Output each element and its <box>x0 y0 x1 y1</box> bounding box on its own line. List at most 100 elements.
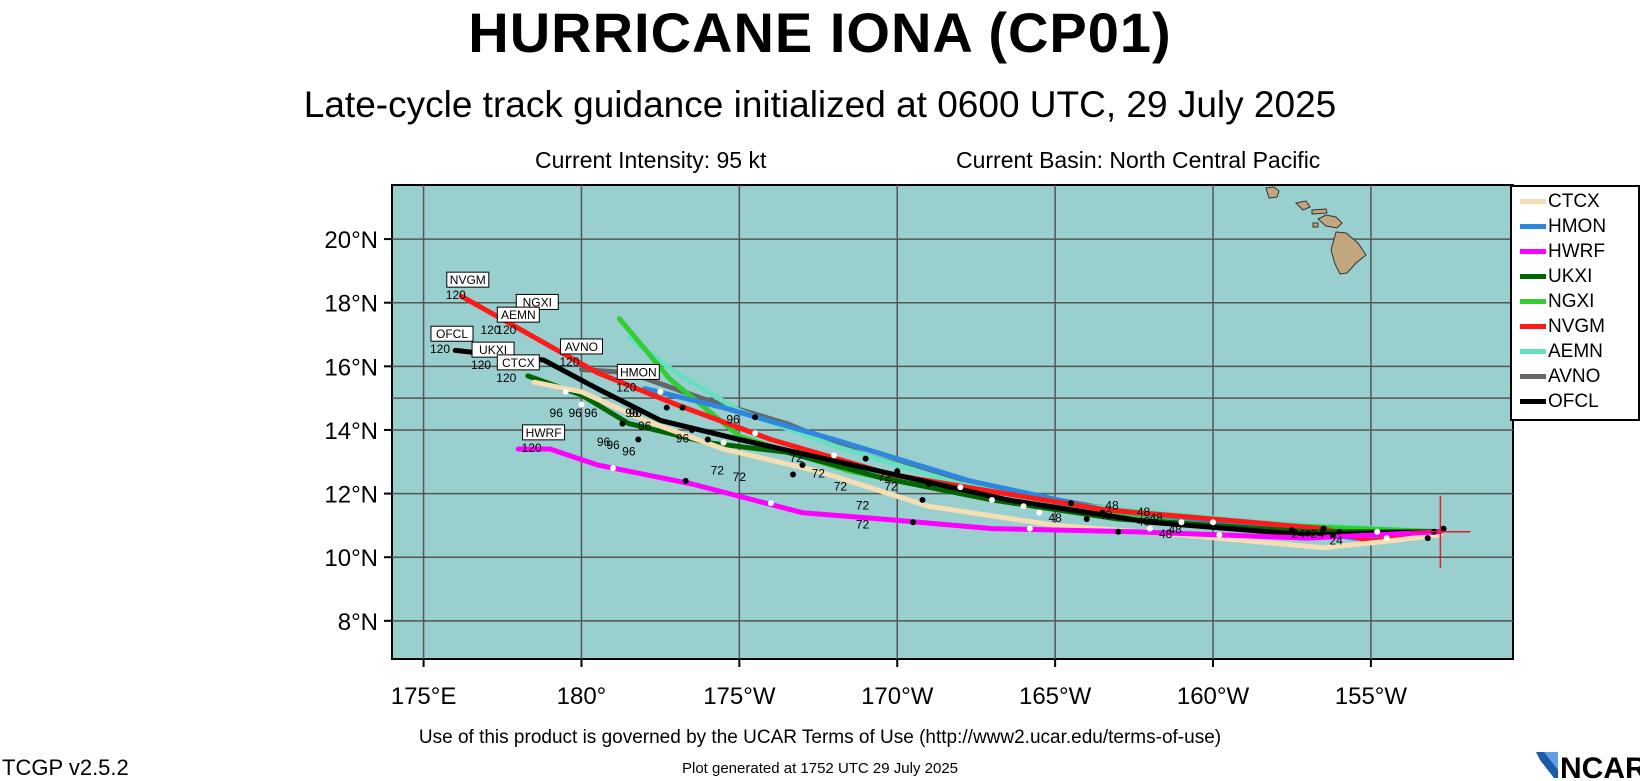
forecast-tracks <box>452 293 1443 551</box>
track-dot <box>1304 530 1311 537</box>
forecast-hour-label: 96 <box>606 438 620 452</box>
model-end-hour: 120 <box>481 323 501 337</box>
legend-swatch <box>1520 224 1546 229</box>
legend-item-ctcx: CTCX <box>1520 189 1638 214</box>
lon-tick-label: 170°W <box>861 683 934 710</box>
legend-label: UKXI <box>1548 265 1593 287</box>
model-end-hour: 120 <box>471 358 491 372</box>
track-dot <box>988 496 995 503</box>
forecast-hour-label: 72 <box>733 470 747 484</box>
legend-swatch <box>1520 324 1546 329</box>
track-dot <box>1036 509 1043 516</box>
current-basin: Current Basin: North Central Pacific <box>956 147 1321 173</box>
track-dot <box>1210 519 1217 526</box>
forecast-hour-label: 96 <box>628 406 642 420</box>
track-dot <box>925 481 932 488</box>
island-kauai <box>1265 186 1280 199</box>
forecast-hour-label: 96 <box>676 432 690 446</box>
map-grid <box>392 185 1513 659</box>
track-ctcx <box>531 379 1443 551</box>
track-dot <box>562 388 569 395</box>
lat-tick-label: 20°N <box>324 227 378 254</box>
model-label-nvgm: NVGM <box>450 273 486 287</box>
lat-tick-label: 10°N <box>324 545 378 572</box>
legend-item-hmon: HMON <box>1520 214 1638 239</box>
track-dot <box>957 484 964 491</box>
track-dot <box>682 477 689 484</box>
track-dot <box>1424 535 1431 542</box>
forecast-hour-label: 48 <box>1137 514 1151 528</box>
model-label-box <box>616 363 660 380</box>
island-oahu <box>1294 200 1311 211</box>
track-dot <box>1330 531 1337 538</box>
page-subtitle: Late-cycle track guidance initialized at… <box>303 84 1337 125</box>
legend-swatch <box>1520 199 1546 204</box>
track-dot <box>1067 500 1074 507</box>
storm-position-marker <box>1410 495 1471 568</box>
legend-label: OFCL <box>1548 390 1599 412</box>
forecast-hour-label: 96 <box>584 406 598 420</box>
track-dot <box>767 500 774 507</box>
track-dot <box>831 452 838 459</box>
forecast-hour-label: 24 <box>1329 533 1343 547</box>
page-title: HURRICANE IONA (CP01) <box>468 1 1172 64</box>
model-label-box <box>496 306 540 323</box>
track-dot <box>1336 528 1343 535</box>
forecast-hour-label: 24 <box>1311 527 1325 541</box>
track-dot <box>1115 528 1122 535</box>
legend-label: CTCX <box>1548 190 1600 212</box>
forecast-hour-label: 72 <box>711 463 725 477</box>
island-big-island <box>1330 231 1367 275</box>
legend-label: HMON <box>1548 215 1607 237</box>
forecast-hour-label: 72 <box>856 498 870 512</box>
model-label-ofcl: OFCL <box>436 327 468 341</box>
model-label-ukxi: UKXI <box>479 343 507 357</box>
forecast-hour-label: 48 <box>1137 505 1151 519</box>
terms-of-use: Use of this product is governed by the U… <box>418 727 1222 748</box>
track-dot <box>663 404 670 411</box>
lat-tick-label: 16°N <box>324 354 378 381</box>
track-dot <box>799 461 806 468</box>
model-label-aemn: AEMN <box>501 308 536 322</box>
track-dot <box>752 430 759 437</box>
forecast-hour-label: 72 <box>790 451 804 465</box>
axis-tick-labels: 175°E 180° 175°W 170°W 165°W 160°W 155°W 8°N 10°… <box>324 227 1407 710</box>
model-label-hmon: HMON <box>620 365 657 379</box>
model-end-hour: 120 <box>496 371 516 385</box>
model-end-hour: 120 <box>522 441 542 455</box>
legend-item-hwrf: HWRF <box>1520 239 1638 264</box>
model-label-hwrf: HWRF <box>526 426 562 440</box>
legend-item-ofcl: OFCL <box>1520 389 1638 414</box>
legend-item-aemn: AEMN <box>1520 339 1638 364</box>
legend-swatch <box>1520 299 1546 304</box>
lon-tick-label: 165°W <box>1019 683 1092 710</box>
model-label-ctcx: CTCX <box>502 356 535 370</box>
track-dot <box>1083 516 1090 523</box>
legend-label: NVGM <box>1548 315 1605 337</box>
track-dot <box>635 436 642 443</box>
version-label: TCGP v2.5.2 <box>2 755 129 780</box>
lat-tick-label: 12°N <box>324 482 378 509</box>
forecast-hour-label: 96 <box>550 406 564 420</box>
lon-tick-label: 175°W <box>703 683 776 710</box>
model-end-hour: 120 <box>496 323 516 337</box>
forecast-hour-label: 48 <box>1105 498 1119 512</box>
legend-item-ukxi: UKXI <box>1520 264 1638 289</box>
forecast-hour-label: 96 <box>622 444 636 458</box>
legend-item-ngxi: NGXI <box>1520 289 1638 314</box>
lat-tick-label: 14°N <box>324 418 378 445</box>
track-dot <box>790 471 797 478</box>
track-dot <box>1374 528 1381 535</box>
legend-swatch <box>1520 274 1546 279</box>
svg-text:NCAR: NCAR <box>1560 752 1640 780</box>
track-dot <box>1099 509 1106 516</box>
track-dot <box>1026 525 1033 532</box>
model-label-box <box>522 424 566 441</box>
model-label-ngxi: NGXI <box>523 295 552 309</box>
legend-swatch <box>1520 349 1546 354</box>
forecast-hour-label: 96 <box>625 406 639 420</box>
forecast-hour-label: 72 <box>884 479 898 493</box>
forecast-hour-label: 96 <box>568 406 582 420</box>
